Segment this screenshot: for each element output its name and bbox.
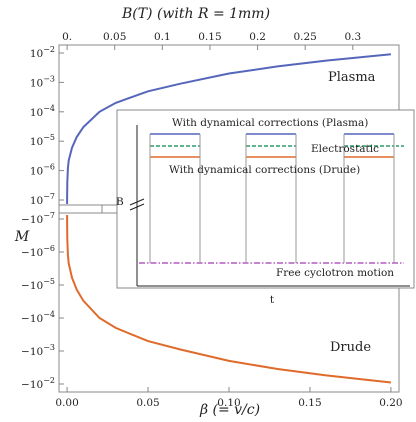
inset-lines: [139, 133, 404, 264]
y-tick-label: 10−6: [30, 163, 55, 178]
series-layer: [66, 53, 392, 384]
x-axis-title: β (= v/c): [199, 402, 260, 418]
y-tick-label: 10−5: [30, 133, 55, 148]
series-label-drude: Drude: [330, 340, 371, 355]
top-tick-label: 0.: [62, 31, 72, 43]
top-tick-label: 0.3: [344, 31, 361, 43]
inset-y-label: B: [116, 196, 124, 208]
inset-label-drude: With dynamical corrections (Drude): [169, 164, 360, 176]
ticks-layer: 0.00 0.05 0.10 0.15 0.20 0. 0.05 0.1 0.15 0.2 0.25…: [21, 31, 403, 409]
inset-axis-break-2: [129, 203, 145, 211]
y-tick-label: −10−2: [21, 376, 55, 391]
y-tick-label: −10−5: [21, 277, 55, 292]
y-axis-title: M: [14, 229, 30, 245]
inset-panel: B t With dynamical corrections (Plasma) …: [58, 109, 415, 306]
x-tick-label: 0.00: [55, 397, 78, 409]
top-tick-label: 0.1: [154, 31, 171, 43]
top-tick-label: 0.05: [103, 31, 126, 43]
inset-x-label: t: [270, 294, 275, 306]
y-tick-label: 10−3: [30, 74, 55, 89]
top-tick-label: 0.25: [293, 31, 316, 43]
inset-label-free: Free cyclotron motion: [276, 267, 394, 279]
plasma-curve: [66, 53, 391, 204]
inset-axis-break-1: [129, 198, 145, 206]
y-tick-label: −10−4: [21, 310, 55, 325]
top-axis-title: B(T) (with R = 1mm): [121, 6, 270, 22]
x-tick-label: 0.15: [298, 397, 321, 409]
inset-frame: [116, 109, 415, 289]
x-tick-label: 0.05: [136, 397, 159, 409]
x-tick-label: 0.10: [217, 397, 240, 409]
y-tick-label: 10−7: [30, 192, 55, 207]
drude-curve: [66, 215, 392, 384]
zoom-box: [58, 204, 103, 214]
inset-label-plasma: With dynamical corrections (Plasma): [172, 117, 368, 129]
y-tick-label: −10−3: [21, 343, 55, 358]
top-tick-label: 0.15: [198, 31, 221, 43]
x-tick-label: 0.20: [379, 397, 402, 409]
top-tick-label: 0.2: [249, 31, 266, 43]
y-tick-label: −10−6: [21, 244, 55, 259]
y-tick-label: 10−4: [30, 104, 55, 119]
y-tick-label: −10−7: [21, 211, 55, 226]
series-label-plasma: Plasma: [328, 70, 376, 85]
y-tick-label: 10−2: [30, 45, 55, 60]
inset-label-electrostatic: Electrostatic: [311, 143, 379, 155]
